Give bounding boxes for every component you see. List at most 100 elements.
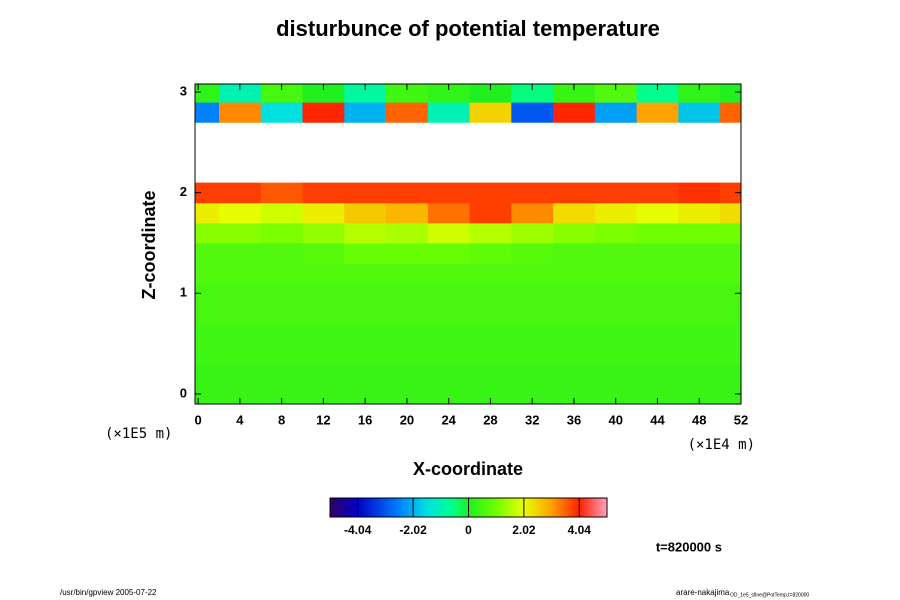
x-tick-label: 12 — [316, 412, 330, 427]
heat-cell — [469, 222, 512, 244]
heat-cell — [678, 84, 721, 103]
heat-cell — [678, 202, 721, 224]
heat-cell — [720, 343, 741, 365]
heat-cell — [511, 102, 554, 123]
heat-cell — [427, 263, 471, 284]
x-tick-label: 24 — [441, 412, 456, 427]
heat-cell — [260, 102, 304, 123]
heat-cell — [469, 343, 512, 365]
x-tick-label: 36 — [567, 412, 581, 427]
heat-cell — [636, 102, 679, 123]
x-tick-label: 4 — [236, 412, 244, 427]
heat-cell — [219, 383, 262, 404]
heat-cell — [594, 102, 638, 123]
heat-cell — [553, 202, 596, 224]
heat-cell — [260, 303, 304, 324]
colorbar-tick-label: 4.04 — [568, 523, 592, 537]
plot-frame — [194, 83, 742, 405]
x-tick-label: 32 — [525, 412, 539, 427]
heat-cell — [386, 202, 429, 224]
x-tick-label: 0 — [195, 412, 202, 427]
heat-cell — [678, 242, 721, 264]
heat-cell — [720, 182, 741, 204]
heat-cell — [553, 102, 596, 123]
heat-cell — [386, 222, 429, 244]
heat-cell — [344, 102, 387, 123]
heat-cell — [511, 363, 554, 385]
heat-cell — [553, 263, 596, 284]
heat-cell — [427, 84, 471, 103]
heat-cell — [260, 283, 304, 304]
heat-cell — [219, 283, 262, 304]
heat-cell — [427, 202, 471, 224]
heat-cell — [594, 242, 638, 264]
heat-cell — [427, 102, 471, 123]
heat-cell — [678, 343, 721, 365]
heat-cell — [636, 323, 679, 345]
heat-cell — [511, 242, 554, 264]
heat-cell — [427, 383, 471, 404]
heat-cell — [594, 383, 638, 404]
heat-cell — [344, 202, 387, 224]
heat-cell — [302, 102, 345, 123]
heat-cell — [511, 222, 554, 244]
heat-cell — [553, 303, 596, 324]
colorbar-tick-label: -2.02 — [399, 523, 427, 537]
heat-cell — [260, 84, 304, 103]
heat-cell — [678, 363, 721, 385]
x-axis-label: X-coordinate — [413, 459, 523, 479]
x-unit: (×1E4 m) — [688, 437, 755, 453]
heat-cell — [260, 202, 304, 224]
heat-cell — [469, 383, 512, 404]
x-tick-label: 16 — [358, 412, 372, 427]
heat-cell — [594, 222, 638, 244]
heat-cell — [219, 202, 262, 224]
heat-cell — [594, 363, 638, 385]
heat-cell — [219, 182, 262, 204]
heat-cell — [302, 363, 345, 385]
heat-cell — [260, 222, 304, 244]
footer-right: arare-nakajima — [676, 588, 730, 597]
heat-cell — [302, 383, 345, 404]
heat-cell — [469, 283, 512, 304]
heat-cell — [260, 263, 304, 284]
heat-cell — [302, 303, 345, 324]
x-tick-label: 28 — [483, 412, 497, 427]
heat-cell — [511, 343, 554, 365]
heat-cell — [678, 222, 721, 244]
heat-cell — [720, 283, 741, 304]
heat-cell — [260, 363, 304, 385]
heat-cell — [386, 383, 429, 404]
heat-cell — [678, 303, 721, 324]
y-tick-label: 3 — [180, 83, 187, 98]
heat-cell — [594, 84, 638, 103]
heat-cell — [553, 283, 596, 304]
x-tick-label: 48 — [692, 412, 706, 427]
heat-cell — [469, 303, 512, 324]
y-unit: (×1E5 m) — [105, 426, 172, 442]
heat-cell — [344, 323, 387, 345]
heat-cell — [386, 263, 429, 284]
heat-cell — [678, 283, 721, 304]
heat-cell — [553, 242, 596, 264]
heat-cell — [344, 242, 387, 264]
heat-cell — [219, 263, 262, 284]
heat-cell — [386, 323, 429, 345]
heat-cell — [636, 363, 679, 385]
heat-cell — [344, 283, 387, 304]
heat-cell — [553, 343, 596, 365]
heat-cell — [636, 202, 679, 224]
heat-cell — [469, 84, 512, 103]
heat-cell — [195, 263, 220, 284]
y-axis-label: Z-coordinate — [139, 190, 159, 299]
heat-cell — [511, 202, 554, 224]
x-tick-label: 52 — [734, 412, 748, 427]
heat-cell — [469, 182, 512, 204]
heat-cell — [195, 102, 220, 123]
heat-cell — [219, 84, 262, 103]
heat-cell — [219, 343, 262, 365]
heat-cell — [469, 102, 512, 123]
time-annotation: t=820000 s — [656, 539, 722, 554]
heat-cell — [344, 303, 387, 324]
